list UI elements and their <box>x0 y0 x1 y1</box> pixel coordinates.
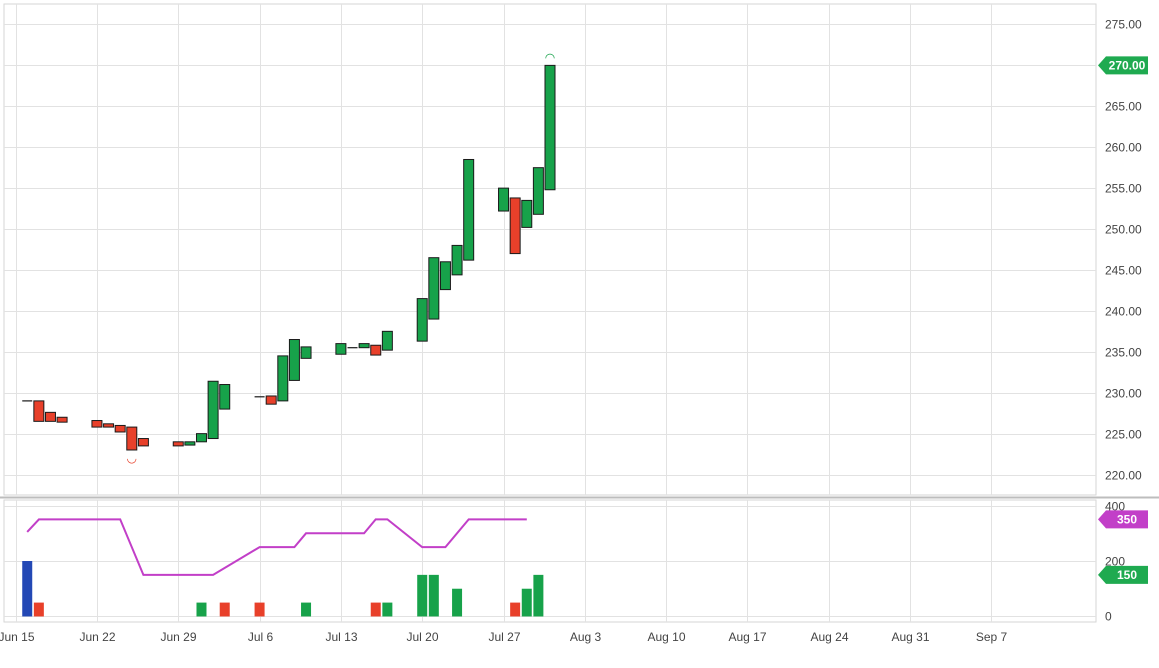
candle <box>416 298 428 342</box>
indicator-line-badge: 350 <box>1098 510 1148 529</box>
candle <box>532 167 544 215</box>
indicator-bar-badge-text: 150 <box>1117 568 1137 582</box>
indicator-bar <box>196 602 207 617</box>
x-tick-label: Jun 29 <box>160 630 196 644</box>
x-tick-label: Aug 17 <box>728 630 766 644</box>
candle <box>114 424 126 433</box>
candle <box>521 199 533 228</box>
indicator-bars <box>22 561 544 617</box>
price-tick-label: 225.00 <box>1105 428 1142 442</box>
extreme-marker: ◠ <box>545 50 555 64</box>
x-tick-label: Aug 3 <box>570 630 602 644</box>
price-tick-label: 230.00 <box>1105 387 1142 401</box>
x-tick-label: Sep 7 <box>976 630 1008 644</box>
x-tick-label: Aug 10 <box>647 630 685 644</box>
candle <box>498 187 510 212</box>
extreme-marker: ◡ <box>127 451 137 465</box>
indicator-bar <box>428 574 439 617</box>
last-price-badge-text: 270.00 <box>1109 58 1146 72</box>
candle <box>381 330 393 351</box>
indicator-bar <box>382 602 393 617</box>
last-price-badge-shape <box>1098 56 1148 75</box>
x-tick-label: Jun 15 <box>0 630 35 644</box>
price-tick-label: 240.00 <box>1105 305 1142 319</box>
price-tick-label: 220.00 <box>1105 469 1142 483</box>
candle <box>195 433 207 443</box>
indicator-bar <box>510 602 521 617</box>
candle <box>358 343 370 349</box>
price-tick-label: 245.00 <box>1105 264 1142 278</box>
price-tick-label: 275.00 <box>1105 18 1142 32</box>
indicator-grid <box>3 499 1097 623</box>
candle <box>265 395 277 405</box>
candle <box>277 355 289 402</box>
indicator-tick-label: 0 <box>1105 610 1112 624</box>
candle <box>288 339 300 381</box>
indicator-bar <box>33 602 44 617</box>
indicator-bar-badge: 150 <box>1098 565 1148 584</box>
indicator-line-badge-text: 350 <box>1117 512 1137 526</box>
price-axis: 220.00 225.00 230.00 235.00 240.00 245.00 250.… <box>1105 18 1142 483</box>
candle <box>370 344 382 356</box>
candle <box>544 64 556 191</box>
candle <box>33 400 45 422</box>
candle <box>509 197 521 255</box>
price-tick-label: 255.00 <box>1105 182 1142 196</box>
indicator-bar <box>417 574 428 617</box>
x-tick-label: Jul 20 <box>406 630 438 644</box>
x-tick-label: Jul 13 <box>325 630 357 644</box>
x-tick-label: Aug 24 <box>810 630 848 644</box>
candle <box>439 261 451 291</box>
x-tick-label: Aug 31 <box>891 630 929 644</box>
candle <box>172 441 184 447</box>
indicator-bar <box>219 602 230 617</box>
price-pane-frame <box>3 3 1097 496</box>
x-tick-label: Jun 22 <box>79 630 115 644</box>
indicator-bar <box>521 588 532 617</box>
candle <box>451 244 463 276</box>
price-tick-label: 235.00 <box>1105 346 1142 360</box>
indicator-bar-badge-shape <box>1098 565 1148 584</box>
x-tick-label: Jul 6 <box>248 630 274 644</box>
extreme-markers: ◡◠ <box>127 50 556 465</box>
candle <box>207 380 219 440</box>
candle <box>56 416 68 423</box>
indicator-bar <box>452 588 463 617</box>
candle <box>184 441 196 446</box>
last-price-badge: 270.00 <box>1098 56 1148 75</box>
indicator-tick-label: 200 <box>1105 555 1125 569</box>
x-axis: Jun 15 Jun 22 Jun 29 Jul 6 Jul 13 Jul 20 Jul 2… <box>0 630 1008 644</box>
main-grid <box>0 3 1159 499</box>
indicator-bar <box>533 574 544 617</box>
candle <box>44 411 56 422</box>
indicator-line-path <box>26 518 527 576</box>
candle <box>463 158 475 261</box>
indicator-bar <box>254 602 265 617</box>
indicator-bar <box>370 602 381 617</box>
value-badges: 270.00 350 150 <box>1098 56 1148 584</box>
candle <box>126 426 138 451</box>
candle <box>428 257 440 320</box>
candle <box>91 420 103 428</box>
price-tick-label: 265.00 <box>1105 100 1142 114</box>
candle <box>300 346 312 359</box>
candle <box>137 438 149 447</box>
indicator-axis: 0 200 400 <box>1105 500 1125 624</box>
indicator-line-badge-shape <box>1098 510 1148 529</box>
indicator-tick-label: 400 <box>1105 500 1125 514</box>
indicator-line <box>26 518 527 576</box>
candle <box>219 384 231 410</box>
price-tick-label: 250.00 <box>1105 223 1142 237</box>
candle <box>103 423 115 428</box>
indicator-bar <box>22 561 33 617</box>
indicator-bar <box>301 602 312 617</box>
x-tick-label: Jul 27 <box>488 630 520 644</box>
candle <box>335 343 347 355</box>
price-tick-label: 260.00 <box>1105 141 1142 155</box>
candlestick-series <box>22 64 556 451</box>
